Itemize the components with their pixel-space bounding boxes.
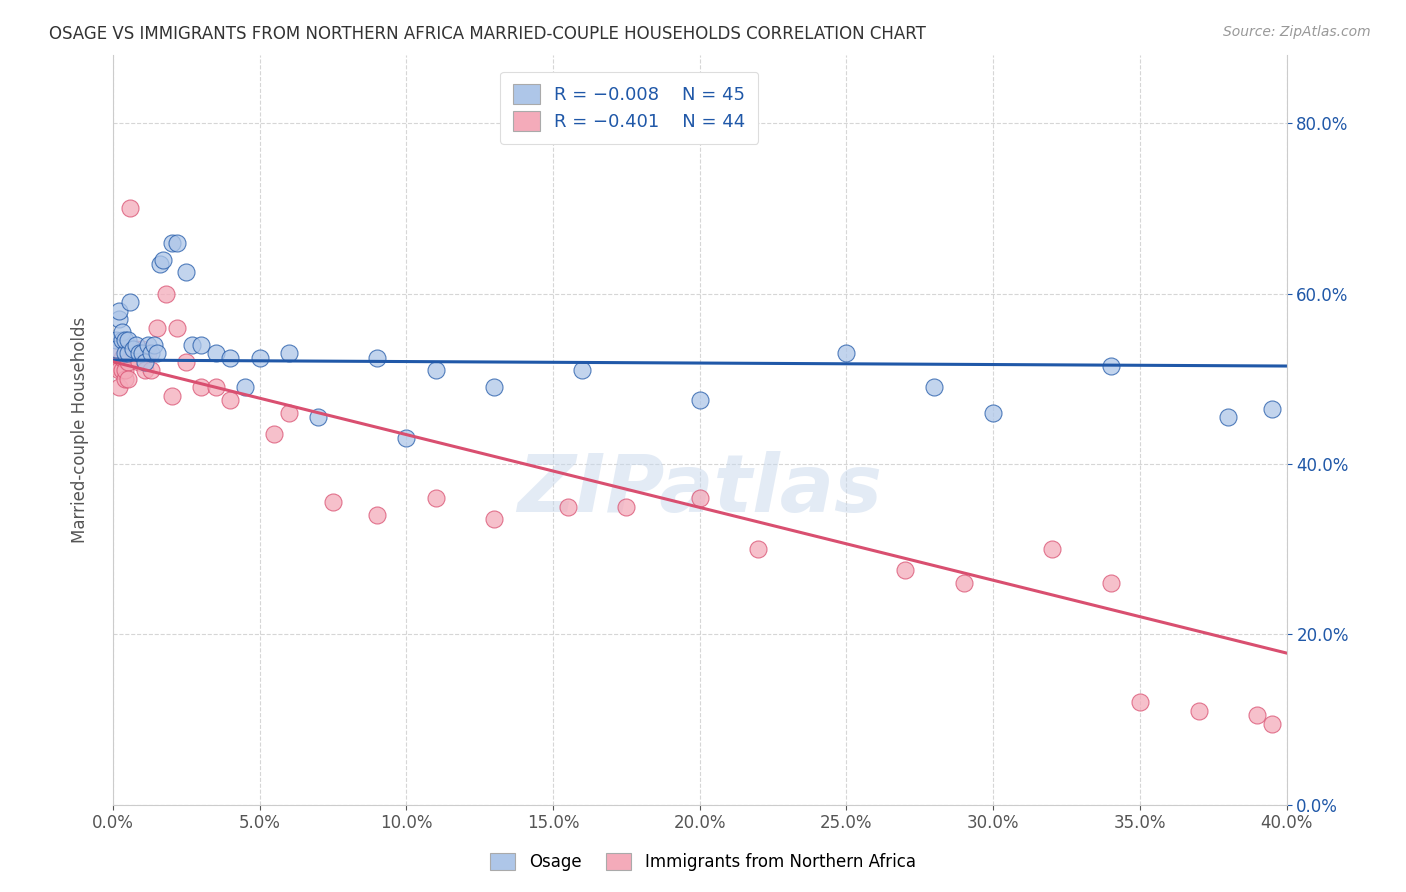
Point <box>111 363 134 377</box>
Point <box>1216 410 1239 425</box>
Point <box>263 427 285 442</box>
Point <box>117 334 139 348</box>
Point <box>125 337 148 351</box>
Point <box>160 235 183 250</box>
Point <box>107 303 129 318</box>
Point <box>128 355 150 369</box>
Y-axis label: Married-couple Households: Married-couple Households <box>72 317 89 543</box>
Point <box>111 325 134 339</box>
Point <box>425 363 447 377</box>
Point <box>953 576 976 591</box>
Point <box>122 342 145 356</box>
Point <box>122 346 145 360</box>
Point <box>1187 704 1209 718</box>
Point <box>149 257 172 271</box>
Point <box>1040 542 1063 557</box>
Text: OSAGE VS IMMIGRANTS FROM NORTHERN AFRICA MARRIED-COUPLE HOUSEHOLDS CORRELATION C: OSAGE VS IMMIGRANTS FROM NORTHERN AFRICA… <box>49 25 927 43</box>
Point <box>204 380 226 394</box>
Point <box>107 363 129 377</box>
Point <box>114 363 136 377</box>
Point <box>117 355 139 369</box>
Point <box>120 202 142 216</box>
Point <box>104 359 127 373</box>
Point <box>174 355 197 369</box>
Point <box>134 363 156 377</box>
Point <box>111 351 134 365</box>
Point <box>166 235 188 250</box>
Point <box>131 342 153 356</box>
Point <box>139 346 162 360</box>
Point <box>181 337 204 351</box>
Point <box>134 355 156 369</box>
Point <box>128 346 150 360</box>
Point <box>1099 576 1122 591</box>
Point <box>114 334 136 348</box>
Point <box>689 393 711 408</box>
Point <box>190 380 212 394</box>
Point <box>146 346 169 360</box>
Point <box>395 432 418 446</box>
Point <box>924 380 946 394</box>
Text: ZIPatlas: ZIPatlas <box>517 450 882 529</box>
Point <box>219 351 242 365</box>
Text: Source: ZipAtlas.com: Source: ZipAtlas.com <box>1223 25 1371 39</box>
Point <box>277 406 299 420</box>
Point <box>1261 716 1284 731</box>
Legend: R = −0.008    N = 45, R = −0.401    N = 44: R = −0.008 N = 45, R = −0.401 N = 44 <box>501 71 758 144</box>
Point <box>139 363 162 377</box>
Point <box>104 342 127 356</box>
Point <box>366 351 388 365</box>
Point <box>104 346 127 360</box>
Point <box>107 380 129 394</box>
Point <box>835 346 858 360</box>
Point <box>117 346 139 360</box>
Point <box>689 491 711 505</box>
Point <box>484 512 506 526</box>
Point <box>117 372 139 386</box>
Point <box>322 495 344 509</box>
Point <box>125 342 148 356</box>
Point <box>1099 359 1122 373</box>
Point <box>614 500 637 514</box>
Point <box>1129 696 1152 710</box>
Point <box>557 500 579 514</box>
Point <box>425 491 447 505</box>
Point <box>155 286 177 301</box>
Legend: Osage, Immigrants from Northern Africa: Osage, Immigrants from Northern Africa <box>482 845 924 880</box>
Point <box>131 346 153 360</box>
Point <box>146 320 169 334</box>
Point <box>894 564 917 578</box>
Point <box>107 312 129 326</box>
Point <box>307 410 329 425</box>
Point <box>249 351 271 365</box>
Point <box>114 372 136 386</box>
Point <box>1246 708 1268 723</box>
Point <box>142 337 165 351</box>
Point <box>174 265 197 279</box>
Point <box>204 346 226 360</box>
Point <box>120 295 142 310</box>
Point <box>136 346 159 360</box>
Point <box>277 346 299 360</box>
Point <box>233 380 256 394</box>
Point <box>111 334 134 348</box>
Point <box>152 252 174 267</box>
Point <box>484 380 506 394</box>
Point <box>366 508 388 522</box>
Point <box>981 406 1004 420</box>
Point <box>1261 401 1284 416</box>
Point <box>160 389 183 403</box>
Point <box>166 320 188 334</box>
Point <box>747 542 769 557</box>
Point <box>114 346 136 360</box>
Point <box>104 334 127 348</box>
Point <box>190 337 212 351</box>
Point <box>219 393 242 408</box>
Point <box>136 337 159 351</box>
Point <box>571 363 593 377</box>
